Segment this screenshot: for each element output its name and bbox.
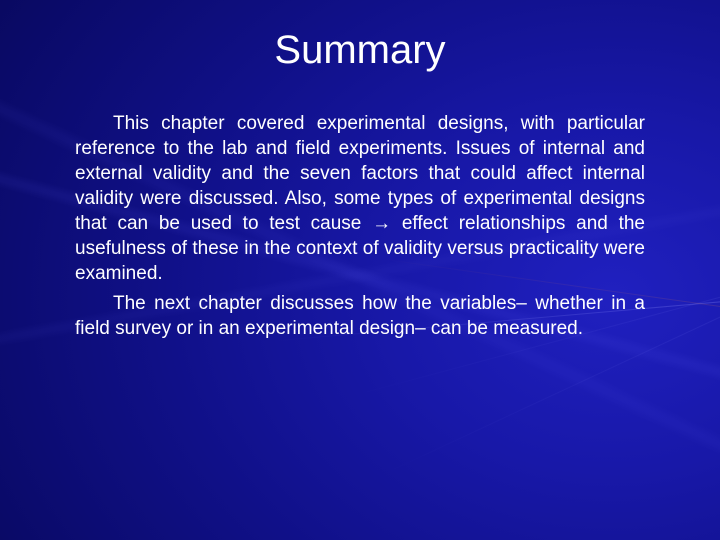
slide-body: This chapter covered experimental design… [75, 111, 645, 341]
slide-title: Summary [75, 28, 645, 73]
paragraph-1: This chapter covered experimental design… [75, 111, 645, 287]
slide-content: Summary This chapter covered experimenta… [0, 0, 720, 540]
paragraph-2: The next chapter discusses how the varia… [75, 291, 645, 341]
